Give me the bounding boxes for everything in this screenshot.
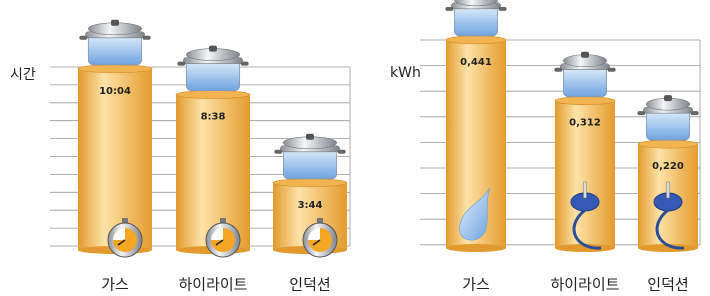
pot-handle-left (445, 7, 453, 11)
pot-handle-right (241, 62, 249, 66)
pot-body (283, 149, 336, 179)
cylinder-top (78, 65, 152, 73)
cylinder-top (446, 36, 506, 44)
pot-handle-left (554, 68, 562, 72)
pot-handle-right (499, 7, 507, 11)
pot-handle-left (274, 150, 282, 154)
category-label: 가스 (101, 276, 129, 294)
value-label: 8:38 (201, 112, 226, 123)
pot-knob (306, 134, 314, 140)
value-label: 10:04 (99, 86, 131, 97)
pot-knob (111, 20, 119, 26)
pot-handle-right (691, 111, 699, 115)
value-label: 3:44 (298, 200, 323, 211)
category-label: 하이라이트 (178, 276, 247, 294)
cylinder-top (555, 97, 615, 105)
y-axis-label: kWh (390, 65, 421, 81)
pot-handle-right (608, 68, 616, 72)
time-chart: 시간 10:04 가스 8:38 하이라이트 3:44 인덕션 (10, 20, 350, 294)
cylinder-bottom (446, 244, 506, 252)
pot-body (454, 6, 497, 36)
pot-body (186, 61, 239, 91)
pot-handle-right (143, 36, 151, 40)
plug-pin (584, 182, 587, 198)
pot-body (563, 67, 606, 97)
pot-knob (209, 46, 217, 52)
pot-handle-left (177, 62, 185, 66)
category-label: 인덕션 (289, 276, 330, 294)
pot-body (88, 35, 141, 65)
cylinder-top (273, 179, 347, 187)
pot-knob (581, 52, 589, 58)
pot-handle-right (338, 150, 346, 154)
value-label: 0,441 (460, 57, 492, 68)
value-label: 0,220 (652, 161, 684, 172)
pot-handle-left (637, 111, 645, 115)
value-label: 0,312 (569, 118, 601, 129)
energy-chart: kWh 0,441 가스 0,312 하이라이트 0,220 인덕션 (390, 0, 700, 294)
category-label: 인덕션 (647, 276, 688, 294)
category-label: 하이라이트 (550, 276, 619, 294)
infographic: 시간 10:04 가스 8:38 하이라이트 3:44 인덕션 kWh 0,441 가스 0,31… (0, 0, 710, 296)
pot-handle-left (79, 36, 87, 40)
pot-body (646, 110, 689, 140)
category-label: 가스 (462, 276, 490, 294)
plug-pin (667, 182, 670, 198)
pot-knob (664, 95, 672, 101)
cylinder-top (638, 140, 698, 148)
y-axis-label: 시간 (10, 67, 36, 83)
cylinder-top (176, 91, 250, 99)
